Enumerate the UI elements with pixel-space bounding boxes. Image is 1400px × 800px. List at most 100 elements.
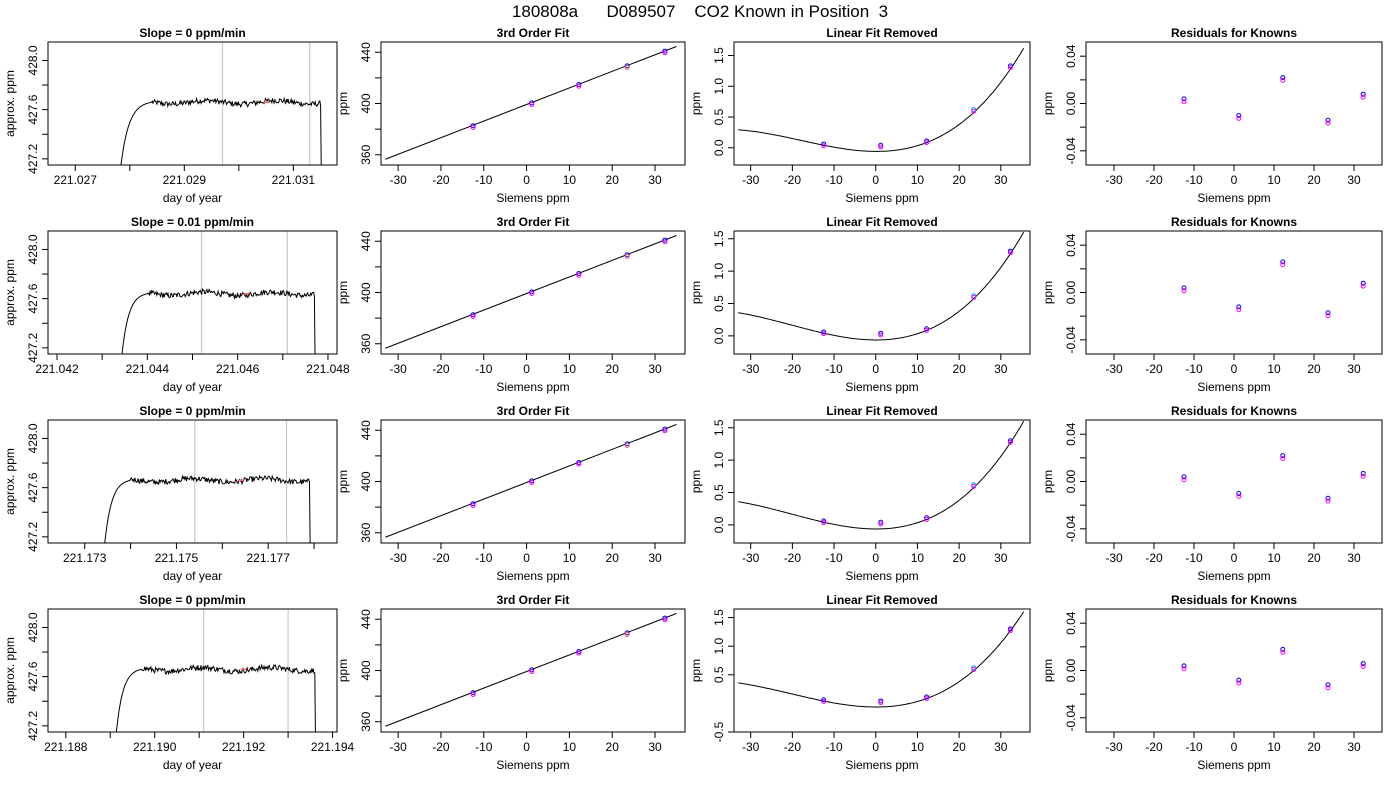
y-tick-label: 0.5 xyxy=(712,295,726,312)
y-tick-label: 0.5 xyxy=(712,666,726,683)
x-tick-label: 221.048 xyxy=(306,362,350,376)
y-tick-label: 360 xyxy=(359,333,373,353)
y-tick-label: 1.0 xyxy=(712,451,726,468)
y-tick-label: 427.6 xyxy=(26,283,40,313)
x-tick-label: -10 xyxy=(825,362,843,376)
x-tick-label: 20 xyxy=(952,551,966,565)
data-point xyxy=(1181,288,1187,294)
x-tick-label: 30 xyxy=(1347,173,1361,187)
data-point xyxy=(1236,490,1242,496)
x-tick-label: 221.027 xyxy=(54,173,98,187)
y-tick-label: 1.0 xyxy=(712,78,726,95)
x-tick-label: 221.177 xyxy=(246,551,290,565)
data-point xyxy=(662,239,668,245)
data-point xyxy=(821,329,827,335)
y-axis-label: ppm xyxy=(689,659,703,682)
plot-frame xyxy=(47,419,338,544)
data-point xyxy=(1325,495,1331,501)
chart-panel-3: Linear Fit Removed -30 -20 -10 0 10 20 30 0.0 0.5… xyxy=(689,26,1031,205)
data-point xyxy=(1280,262,1286,268)
x-tick-label: -30 xyxy=(389,551,407,565)
data-point xyxy=(624,632,630,638)
data-point xyxy=(576,649,582,655)
data-point xyxy=(1007,65,1013,71)
data-point xyxy=(470,313,476,319)
data-point xyxy=(624,441,630,447)
data-point xyxy=(662,428,668,434)
x-axis-label: Siemens ppm xyxy=(496,191,569,205)
x-tick-label: 20 xyxy=(606,551,620,565)
data-point xyxy=(971,107,977,113)
y-tick-label: 0.00 xyxy=(1064,658,1078,682)
x-tick-label: 30 xyxy=(994,740,1008,754)
x-tick-label: 221.190 xyxy=(133,740,177,754)
y-tick-label: 0.5 xyxy=(712,484,726,501)
x-tick-label: -30 xyxy=(1105,173,1123,187)
x-tick-label: 0 xyxy=(872,362,879,376)
chart-title: Residuals for Knowns xyxy=(1171,26,1297,40)
data-point xyxy=(576,461,582,467)
data-point xyxy=(1181,99,1187,105)
data-point xyxy=(1280,649,1286,655)
x-axis-label: day of year xyxy=(163,758,222,772)
data-point xyxy=(924,138,930,144)
x-tick-label: -30 xyxy=(1105,740,1123,754)
y-axis-label: approx. ppm xyxy=(3,70,17,137)
x-tick-label: 30 xyxy=(994,362,1008,376)
y-tick-label: 427.2 xyxy=(26,522,40,552)
data-point xyxy=(1007,248,1013,254)
chart-panel-15: Linear Fit Removed -30 -20 -10 0 10 20 30 -0.5 0.… xyxy=(689,593,1031,772)
y-tick-label: 427.6 xyxy=(26,661,40,691)
y-tick-label: 0.0 xyxy=(712,327,726,344)
chart-title: Residuals for Knowns xyxy=(1171,593,1297,607)
y-tick-label: 0.5 xyxy=(712,108,726,125)
data-point xyxy=(624,630,630,636)
data-point xyxy=(1236,304,1242,310)
plot-area xyxy=(121,231,316,354)
chart-panel-11: Linear Fit Removed -30 -20 -10 0 10 20 30 0.0 0.5… xyxy=(689,404,1031,583)
x-tick-label: 0 xyxy=(872,551,879,565)
x-tick-label: 221.175 xyxy=(155,551,199,565)
y-tick-label: 440 xyxy=(359,42,373,62)
data-point xyxy=(576,272,582,278)
x-axis-label: Siemens ppm xyxy=(845,191,918,205)
x-tick-label: -20 xyxy=(784,362,802,376)
x-axis-label: Siemens ppm xyxy=(1197,380,1270,394)
x-tick-label: -10 xyxy=(475,551,493,565)
plot-area xyxy=(738,231,1025,341)
data-point xyxy=(662,426,668,432)
y-tick-label: 428.0 xyxy=(26,423,40,453)
data-point xyxy=(470,124,476,130)
x-tick-label: 0 xyxy=(1231,173,1238,187)
y-tick-label: 400 xyxy=(359,660,373,680)
x-tick-label: -30 xyxy=(742,740,760,754)
data-point xyxy=(529,291,535,297)
data-point xyxy=(821,143,827,149)
x-tick-label: 20 xyxy=(952,740,966,754)
data-point xyxy=(1007,626,1013,632)
data-point xyxy=(1280,78,1286,84)
data-point xyxy=(1181,666,1187,672)
data-point xyxy=(1007,438,1013,444)
y-tick-label: -0.04 xyxy=(1064,326,1078,354)
y-tick-label: 428.0 xyxy=(26,234,40,264)
plot-area xyxy=(1181,75,1366,126)
fit-curve xyxy=(738,611,1025,708)
data-point xyxy=(470,501,476,507)
data-point xyxy=(878,330,884,336)
y-axis-label: approx. ppm xyxy=(3,448,17,515)
plot-area xyxy=(115,609,316,732)
y-axis-label: ppm xyxy=(336,659,350,682)
data-point xyxy=(1007,250,1013,256)
data-point xyxy=(821,520,827,526)
data-point xyxy=(1280,75,1286,81)
x-tick-label: -10 xyxy=(1185,362,1203,376)
chart-panel-2: 3rd Order Fit -30 -20 -10 0 10 20 30 360 400 440 Si… xyxy=(336,26,686,205)
x-tick-label: -10 xyxy=(825,173,843,187)
y-tick-label: 0.0 xyxy=(712,516,726,533)
y-tick-label: 427.2 xyxy=(26,711,40,741)
chart-panel-1: Slope = 0 ppm/min 221.027 221.029 221.031 42… xyxy=(3,26,338,205)
x-axis-label: Siemens ppm xyxy=(496,569,569,583)
chart-panel-4: Residuals for Knowns -30 -20 -10 0 10 20 30 -0.0… xyxy=(1041,26,1383,205)
